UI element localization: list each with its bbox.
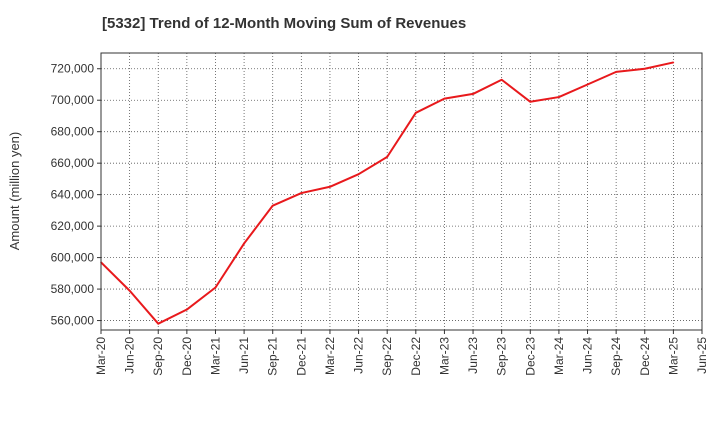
x-tick-label: Sep-21	[266, 337, 280, 376]
data-point	[472, 93, 474, 95]
x-tick-label: Jun-20	[123, 337, 137, 374]
data-point	[643, 67, 646, 70]
data-point	[415, 112, 417, 114]
x-tick-label: Mar-23	[437, 337, 451, 375]
x-tick-label: Mar-22	[323, 337, 337, 375]
y-tick-label: 700,000	[51, 93, 95, 107]
x-tick-label: Dec-20	[180, 337, 194, 376]
x-tick-label: Mar-24	[552, 337, 566, 375]
y-tick-label: 580,000	[51, 282, 95, 296]
x-tick-label: Jun-25	[695, 337, 709, 374]
data-point	[186, 308, 188, 311]
x-tick-label: Jun-22	[352, 337, 366, 374]
chart-title: [5332] Trend of 12-Month Moving Sum of R…	[102, 15, 467, 32]
x-tick-label: Dec-22	[409, 337, 423, 376]
data-point	[271, 204, 274, 207]
data-point	[672, 61, 675, 64]
x-tick-label: Sep-20	[151, 337, 165, 376]
x-tick-label: Mar-25	[666, 337, 680, 375]
y-tick-label: 660,000	[51, 156, 95, 170]
data-point	[357, 173, 360, 175]
data-point	[214, 286, 217, 289]
x-tick-label: Jun-21	[237, 337, 251, 374]
data-point	[615, 71, 617, 73]
x-tick-label: Sep-22	[380, 337, 394, 376]
x-tick-label: Sep-23	[495, 337, 509, 376]
data-point	[558, 96, 560, 98]
y-tick-label: 720,000	[51, 62, 95, 76]
y-tick-label: 620,000	[51, 219, 95, 233]
x-tick-label: Jun-23	[466, 337, 480, 374]
data-point	[443, 97, 446, 100]
data-point	[586, 83, 589, 86]
data-point	[128, 289, 131, 292]
data-point	[386, 156, 388, 158]
x-tick-label: Mar-21	[208, 337, 222, 375]
plot-frame	[100, 52, 703, 331]
y-tick-label: 600,000	[51, 251, 95, 265]
y-tick-label: 640,000	[51, 188, 95, 202]
y-axis-title: Amount (million yen)	[7, 132, 22, 251]
y-tick-label: 560,000	[51, 314, 95, 328]
x-tick-label: Dec-21	[294, 337, 308, 376]
data-point	[243, 242, 245, 245]
data-point	[329, 185, 331, 188]
data-point	[300, 192, 303, 194]
x-tick-label: Sep-24	[609, 337, 623, 376]
x-tick-label: Dec-24	[638, 337, 652, 376]
x-tick-label: Dec-23	[523, 337, 537, 376]
y-tick-label: 680,000	[51, 125, 95, 139]
data-point	[529, 100, 532, 103]
x-tick-label: Jun-24	[581, 337, 595, 374]
x-tick-label: Mar-20	[94, 337, 108, 375]
data-point	[500, 78, 503, 81]
data-point	[157, 322, 160, 325]
